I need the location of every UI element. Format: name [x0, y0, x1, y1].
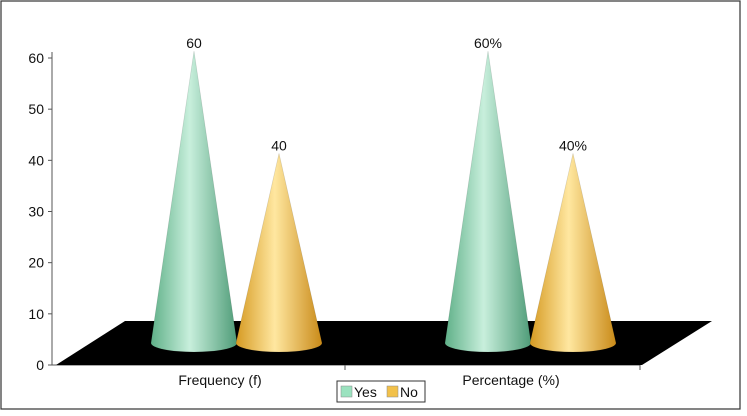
cone-yes-0: [150, 50, 238, 353]
legend-box: [336, 380, 426, 403]
y-tick-label: 50: [28, 101, 44, 117]
y-tick-label: 10: [28, 306, 44, 322]
legend-label-yes: Yes: [354, 384, 377, 400]
data-label-no: 40: [271, 137, 287, 153]
x-category-label: Percentage (%): [462, 372, 559, 388]
cone-body: [235, 153, 323, 353]
x-category-label: Frequency (f): [178, 372, 261, 388]
cone-body: [150, 50, 238, 353]
data-label-no: 40%: [559, 137, 587, 153]
cones: [150, 50, 617, 353]
legend-swatch-no: [386, 385, 399, 398]
y-tick-label: 30: [28, 204, 44, 220]
cone-yes-1: [444, 50, 532, 353]
y-tick-label: 20: [28, 255, 44, 271]
cone-no-1: [529, 153, 617, 353]
y-tick-label: 0: [36, 357, 44, 373]
cone-no-0: [235, 153, 323, 353]
legend: Yes No: [336, 380, 426, 403]
data-label-yes: 60%: [474, 35, 502, 51]
legend-label-no: No: [400, 384, 418, 400]
y-tick-label: 40: [28, 152, 44, 168]
legend-swatch-yes: [340, 385, 353, 398]
cone-body: [529, 153, 617, 353]
cone-body: [444, 50, 532, 353]
y-tick-label: 60: [28, 50, 44, 66]
data-label-yes: 60: [186, 35, 202, 51]
data-labels: 60 40 60% 40%: [186, 35, 587, 153]
